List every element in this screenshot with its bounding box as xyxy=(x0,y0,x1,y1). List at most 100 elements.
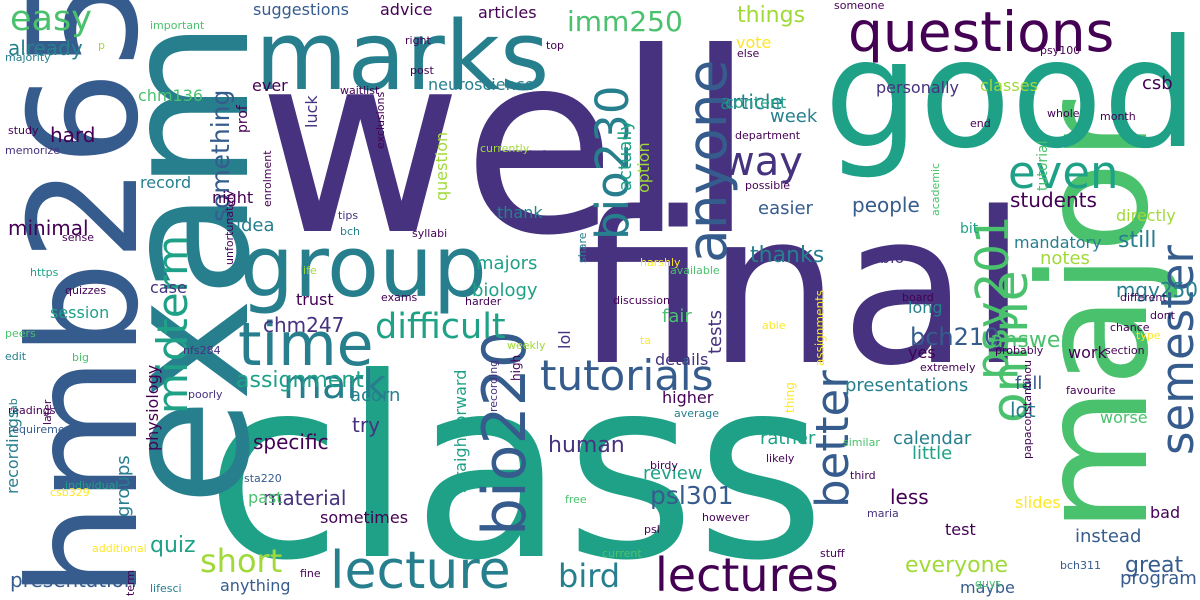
word-long: long xyxy=(908,298,943,317)
word-material: material xyxy=(263,486,347,510)
word-students: students xyxy=(1010,188,1097,212)
word-hard: hard xyxy=(50,123,96,147)
word-answer: answer xyxy=(990,328,1070,353)
word-high: high xyxy=(509,354,523,381)
word-csb329: csb329 xyxy=(50,486,90,499)
word-p: p xyxy=(98,39,105,52)
word-fine: fine xyxy=(300,567,321,580)
word-class: class xyxy=(205,324,826,600)
word-papaconstantinou: papaconstantinou xyxy=(1021,360,1034,459)
word-way: way xyxy=(722,139,803,185)
word-exclusions: exclusions xyxy=(374,91,387,149)
word-probably: probably xyxy=(995,344,1044,357)
word-bch210: bch210 xyxy=(910,323,1000,351)
word-even: even xyxy=(1008,146,1119,199)
word-favourite: favourite xyxy=(1066,384,1116,397)
word-higher: higher xyxy=(662,388,714,407)
word-someone: someone xyxy=(834,0,885,12)
word-program: program xyxy=(1120,568,1197,589)
word-free: free xyxy=(565,493,587,506)
word-requirements: requirements xyxy=(8,423,82,436)
word-peers: peers xyxy=(5,327,36,340)
word-time: time xyxy=(238,310,374,380)
word-bch311: bch311 xyxy=(1060,559,1101,572)
word-bch: bch xyxy=(340,225,361,238)
word-session: session xyxy=(50,303,110,322)
word-chm247: chm247 xyxy=(263,313,345,337)
word-harshly: harshly xyxy=(640,256,681,269)
word-individual: individual xyxy=(65,479,119,492)
word-straightforward: straightforward xyxy=(451,369,470,493)
word-less: less xyxy=(890,485,929,509)
word-maybe: maybe xyxy=(960,578,1015,597)
word-bit: bit xyxy=(960,221,979,237)
word-third: third xyxy=(850,469,876,482)
word-article: article xyxy=(720,90,783,114)
word-bird: bird xyxy=(558,557,621,595)
word-important: important xyxy=(150,19,205,32)
word-readings: readings xyxy=(8,404,56,417)
word-anything: anything xyxy=(220,576,291,595)
word-edit: edit xyxy=(5,350,27,363)
word-average: average xyxy=(674,407,720,420)
word-biology: biology xyxy=(472,280,538,301)
word-lol: lol xyxy=(555,330,574,349)
word-sometimes: sometimes xyxy=(320,508,409,527)
word-poorly: poorly xyxy=(188,388,223,401)
word-chm136: chm136 xyxy=(138,86,204,105)
word-chance: chance xyxy=(1110,321,1150,334)
word-share: share xyxy=(576,232,589,264)
word-right: right xyxy=(405,34,431,47)
word-semester: semester xyxy=(1151,245,1200,455)
word-different: different xyxy=(1120,291,1167,304)
word-week: week xyxy=(770,106,818,127)
word-waitlist: waitlist xyxy=(340,84,380,97)
word-else: else xyxy=(737,47,760,60)
word-sta220: sta220 xyxy=(244,472,282,485)
word-personally: personally xyxy=(876,78,960,97)
word-fall: fall xyxy=(1015,373,1043,394)
word-lifesci: lifesci xyxy=(150,582,182,595)
word-birdy: birdy xyxy=(650,459,678,472)
word-past: past xyxy=(248,488,283,507)
word-guys: guys xyxy=(975,577,1002,590)
word-classes: classes xyxy=(980,76,1038,95)
word-little: little xyxy=(912,443,953,464)
word-thank: thank xyxy=(497,203,543,222)
word-thanks: thanks xyxy=(750,243,825,268)
word-already: already xyxy=(8,36,83,60)
word-academic: academic xyxy=(929,162,942,216)
word-thing: thing xyxy=(783,382,797,413)
word-lectures: lectures xyxy=(655,548,839,600)
word-syllabi: syllabi xyxy=(412,227,448,240)
word-actually: actually xyxy=(615,119,636,191)
word-still: still xyxy=(1118,228,1157,253)
word-tutorial: tutorial xyxy=(1035,140,1051,191)
word-likely: likely xyxy=(766,452,795,465)
word-dont: dont xyxy=(1150,309,1175,322)
word-weekly: weekly xyxy=(507,339,546,352)
word-difficult: difficult xyxy=(375,307,506,347)
word-night: night xyxy=(212,188,254,207)
word-specific: specific xyxy=(253,430,329,454)
word-people: people xyxy=(852,193,920,217)
word-big: big xyxy=(72,351,90,364)
word-term: term xyxy=(124,569,137,596)
word-board: board xyxy=(902,291,934,304)
word-life: life xyxy=(300,264,317,277)
word-possible: possible xyxy=(745,179,791,192)
word-notes: notes xyxy=(1040,248,1090,269)
word-instead: instead xyxy=(1075,526,1142,547)
word-assignments: assignments xyxy=(813,289,827,366)
word-calendar: calendar xyxy=(893,428,972,449)
word-worse: worse xyxy=(1100,408,1148,427)
word-majority: majority xyxy=(5,51,51,64)
word-trust: trust xyxy=(296,290,334,309)
word-vote: vote xyxy=(736,33,772,52)
word-psl300: psl300 xyxy=(478,148,552,173)
word-presentations: presentations xyxy=(845,375,969,396)
word-mgy250: mgy250 xyxy=(1115,278,1198,302)
word-able: able xyxy=(762,319,786,332)
word-presentation: presentation xyxy=(10,568,137,592)
